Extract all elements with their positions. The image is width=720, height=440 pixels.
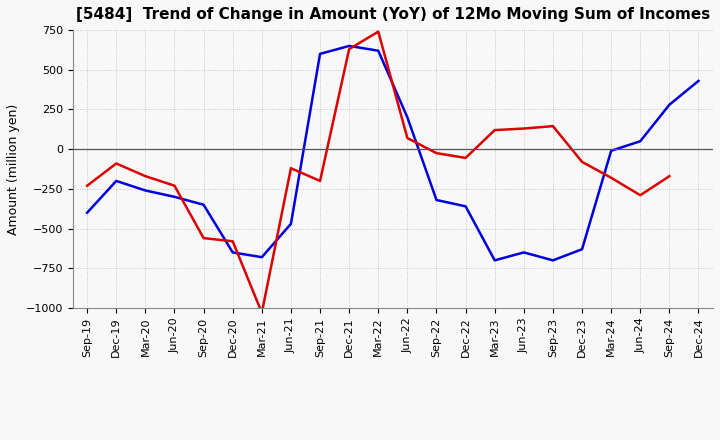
Net Income (258, 310, 266, 315)
Net Income (607, 175, 616, 180)
Ordinary Income (83, 210, 91, 215)
Net Income (170, 183, 179, 188)
Ordinary Income (549, 258, 557, 263)
Title: [5484]  Trend of Change in Amount (YoY) of 12Mo Moving Sum of Incomes: [5484] Trend of Change in Amount (YoY) o… (76, 7, 710, 22)
Ordinary Income (520, 250, 528, 255)
Ordinary Income (287, 221, 295, 227)
Net Income (490, 128, 499, 133)
Net Income (403, 136, 412, 141)
Ordinary Income (141, 188, 150, 193)
Net Income (83, 183, 91, 188)
Net Income (577, 159, 586, 165)
Net Income (112, 161, 120, 166)
Ordinary Income (170, 194, 179, 199)
Net Income (665, 173, 674, 179)
Line: Ordinary Income: Ordinary Income (87, 46, 698, 260)
Net Income (199, 235, 208, 241)
Net Income (287, 165, 295, 171)
Ordinary Income (607, 148, 616, 154)
Net Income (228, 238, 237, 244)
Ordinary Income (374, 48, 382, 53)
Ordinary Income (432, 198, 441, 203)
Net Income (462, 155, 470, 161)
Net Income (345, 47, 354, 52)
Ordinary Income (665, 102, 674, 107)
Ordinary Income (403, 115, 412, 120)
Ordinary Income (636, 139, 644, 144)
Net Income (636, 193, 644, 198)
Ordinary Income (199, 202, 208, 207)
Net Income (432, 150, 441, 156)
Ordinary Income (228, 250, 237, 255)
Net Income (374, 29, 382, 34)
Line: Net Income: Net Income (87, 32, 670, 313)
Ordinary Income (316, 51, 325, 56)
Ordinary Income (258, 254, 266, 260)
Ordinary Income (490, 258, 499, 263)
Ordinary Income (112, 178, 120, 183)
Y-axis label: Amount (million yen): Amount (million yen) (7, 103, 20, 235)
Ordinary Income (345, 43, 354, 48)
Ordinary Income (462, 204, 470, 209)
Net Income (520, 126, 528, 131)
Net Income (316, 178, 325, 183)
Net Income (549, 124, 557, 129)
Ordinary Income (577, 246, 586, 252)
Net Income (141, 173, 150, 179)
Ordinary Income (694, 78, 703, 84)
